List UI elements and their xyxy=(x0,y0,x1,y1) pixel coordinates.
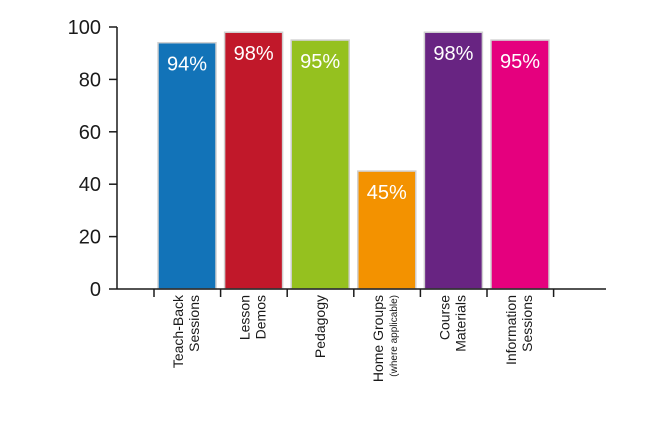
bar-1 xyxy=(223,31,284,290)
category-label-3-line-1: (where applicable) xyxy=(389,295,400,377)
category-label-2-line-0: Pedagogy xyxy=(312,295,328,358)
category-label-0: Teach-Back Sessions xyxy=(170,294,202,368)
category-label-5: Information Sessions xyxy=(503,295,535,365)
labels-layer: 94% 98% 95%45%98% 95%Teach-Back Sessions Less… xyxy=(167,43,540,382)
bar-5 xyxy=(490,39,550,290)
category-label-4: Course Materials xyxy=(436,295,468,352)
category-label-1: Lesson Demos xyxy=(237,295,269,340)
bar-value-label-2: 95% xyxy=(300,51,340,73)
category-label-3-line-0: Home Groups xyxy=(370,295,386,382)
category-label-4-line-0: Course xyxy=(436,295,452,340)
bar-4 xyxy=(423,31,484,290)
y-tick-label-2: 40 xyxy=(79,174,101,196)
category-label-0-line-1: Sessions xyxy=(186,295,202,352)
category-label-1-line-1: Demos xyxy=(253,295,269,339)
bar-value-label-3: 45% xyxy=(367,182,407,204)
bar-value-label-1: 98% xyxy=(234,43,274,65)
category-label-0-line-0: Teach-Back xyxy=(170,294,186,368)
category-label-2: Pedagogy xyxy=(312,295,328,358)
category-label-3: Home Groups (where applicable) xyxy=(370,295,400,382)
y-tick-label-3: 60 xyxy=(79,122,101,144)
category-label-5-line-0: Information xyxy=(503,295,519,365)
category-label-5-line-1: Sessions xyxy=(519,295,535,352)
bar-3 xyxy=(357,170,417,290)
bar-0 xyxy=(157,41,217,290)
bar-value-label-0: 94% xyxy=(167,54,207,76)
y-tick-label-5: 100 xyxy=(68,17,101,39)
y-tick-label-4: 80 xyxy=(79,69,101,91)
category-label-1-line-0: Lesson xyxy=(237,295,253,340)
bar-2 xyxy=(290,39,350,290)
bar-value-label-4: 98% xyxy=(433,43,473,65)
category-label-4-line-1: Materials xyxy=(452,295,468,352)
bar-value-label-5: 95% xyxy=(500,51,540,73)
bars-layer xyxy=(157,31,550,290)
axes-layer: 0 20 40 60 80 100 xyxy=(68,17,606,301)
y-tick-label-1: 20 xyxy=(79,227,101,249)
y-tick-label-0: 0 xyxy=(90,279,101,301)
